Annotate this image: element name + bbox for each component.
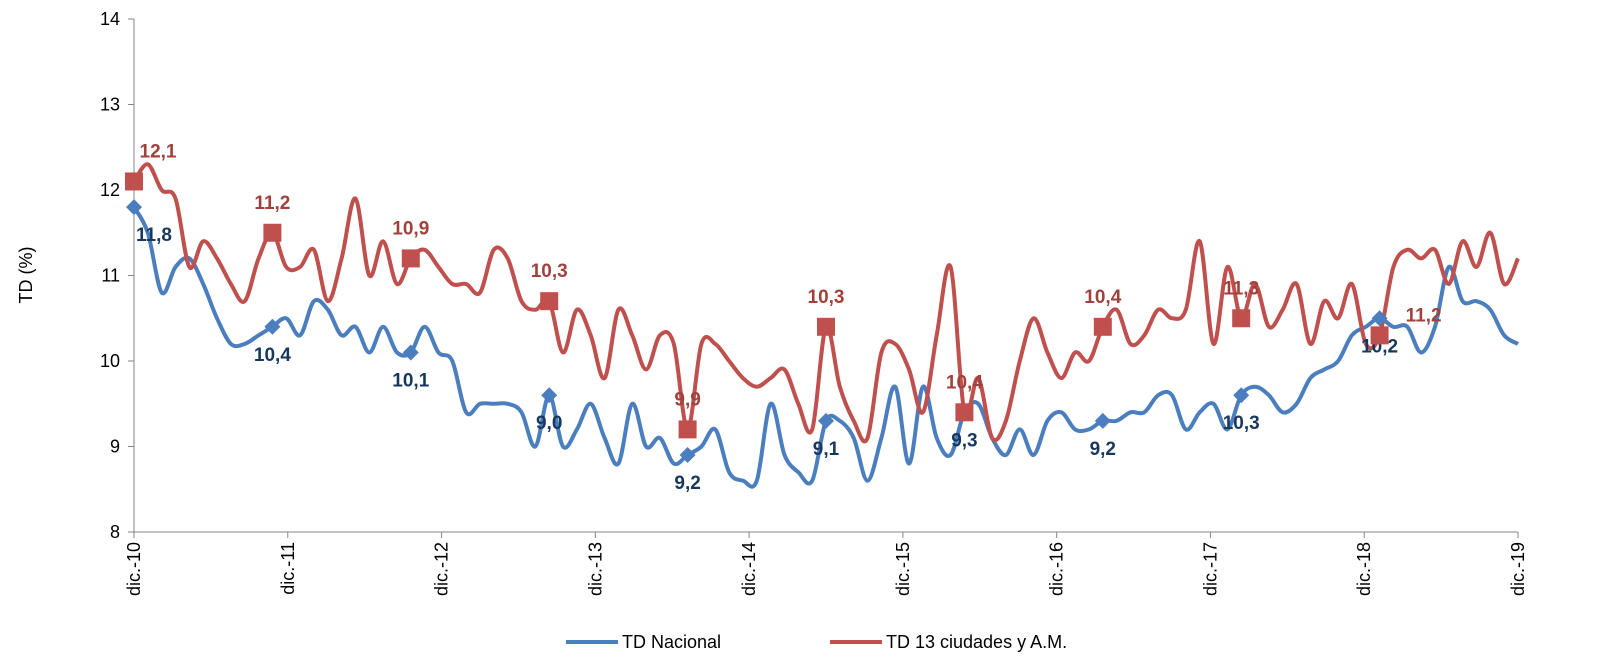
data-point — [125, 172, 143, 191]
data-label: 10,9 — [392, 218, 429, 239]
x-ticks: dic.-10 dic.-11 dic.-12 dic.-13 dic.-14 dic.-… — [124, 532, 1528, 596]
x-tick-label: dic.-18 — [1354, 542, 1374, 596]
data-point — [126, 199, 142, 216]
data-label: 9,2 — [674, 473, 700, 494]
x-tick-label: dic.-13 — [585, 542, 605, 596]
data-point — [263, 223, 282, 242]
data-label: 9,1 — [813, 439, 840, 460]
y-tick-label: 12 — [100, 180, 120, 200]
data-label: 10,3 — [1223, 413, 1260, 434]
series-markers-1: 12,1 11,2 10,9 10,3 9,9 10,3 10,4 10,4 11,3 11,2 — [125, 141, 1442, 439]
y-tick-label: 8 — [110, 522, 120, 542]
series-1 — [132, 162, 1520, 444]
data-point — [541, 387, 558, 404]
y-tick-label: 13 — [100, 95, 120, 115]
x-tick-label: dic.-12 — [432, 542, 452, 596]
data-label: 10,4 — [254, 345, 291, 366]
y-tick-label: 11 — [101, 266, 120, 286]
x-tick-label: dic.-15 — [893, 542, 913, 596]
x-tick-label: dic.-16 — [1047, 542, 1067, 596]
data-point — [1094, 412, 1111, 429]
data-label: 10,3 — [808, 287, 845, 308]
data-label: 9,2 — [1090, 439, 1116, 460]
data-label: 10,4 — [946, 372, 983, 393]
x-tick-label: dic.-11 — [278, 542, 298, 595]
data-point — [1233, 387, 1250, 404]
data-point — [264, 318, 281, 335]
data-point — [678, 420, 697, 439]
data-label: 12,1 — [140, 141, 177, 162]
data-point — [540, 292, 559, 311]
x-tick-label: dic.-17 — [1200, 542, 1220, 596]
series-line — [132, 162, 1520, 444]
data-label: 10,2 — [1361, 336, 1398, 357]
legend-item: TD Nacional — [566, 632, 721, 652]
y-tick-label: 14 — [100, 9, 120, 29]
y-ticks: 8 9 10 11 12 13 14 — [100, 9, 134, 542]
x-tick-label: dic.-19 — [1508, 542, 1528, 596]
data-point — [679, 447, 696, 464]
data-label: 11,3 — [1223, 278, 1259, 299]
legend: TD Nacional TD 13 ciudades y A.M. — [566, 632, 1067, 652]
data-point — [818, 412, 834, 429]
y-axis-title: TD (%) — [16, 247, 36, 304]
data-label: 10,4 — [1084, 287, 1121, 308]
x-tick-label: dic.-10 — [124, 542, 144, 596]
y-tick-label: 9 — [110, 437, 120, 457]
data-point — [1093, 317, 1112, 336]
legend-item: TD 13 ciudades y A.M. — [830, 632, 1067, 652]
y-tick-label: 10 — [100, 351, 120, 371]
data-label: 9,3 — [951, 430, 977, 451]
data-point — [1370, 326, 1389, 345]
series-markers-0: 11,8 10,4 10,1 9,0 9,2 9,1 9,3 9,2 10,3 10,2 — [126, 199, 1398, 494]
data-label: 11,2 — [1406, 305, 1442, 326]
legend-label: TD Nacional — [622, 632, 721, 652]
series-group: 11,810,410,19,09,29,1 9,3 9,210,310,212,11… — [125, 141, 1520, 494]
legend-label: TD 13 ciudades y A.M. — [886, 632, 1067, 652]
data-label: 11,2 — [254, 193, 290, 214]
data-point — [817, 317, 835, 336]
data-point — [955, 403, 974, 422]
data-label: 11,8 — [136, 225, 172, 246]
data-label: 9,0 — [536, 413, 562, 434]
data-point — [1232, 309, 1251, 328]
data-label: 9,9 — [674, 389, 700, 410]
data-point — [402, 344, 419, 361]
data-label: 10,3 — [531, 261, 568, 282]
data-point — [1371, 310, 1388, 327]
data-label: 10,1 — [392, 370, 429, 391]
x-tick-label: dic.-14 — [739, 542, 759, 596]
data-point — [401, 249, 420, 268]
